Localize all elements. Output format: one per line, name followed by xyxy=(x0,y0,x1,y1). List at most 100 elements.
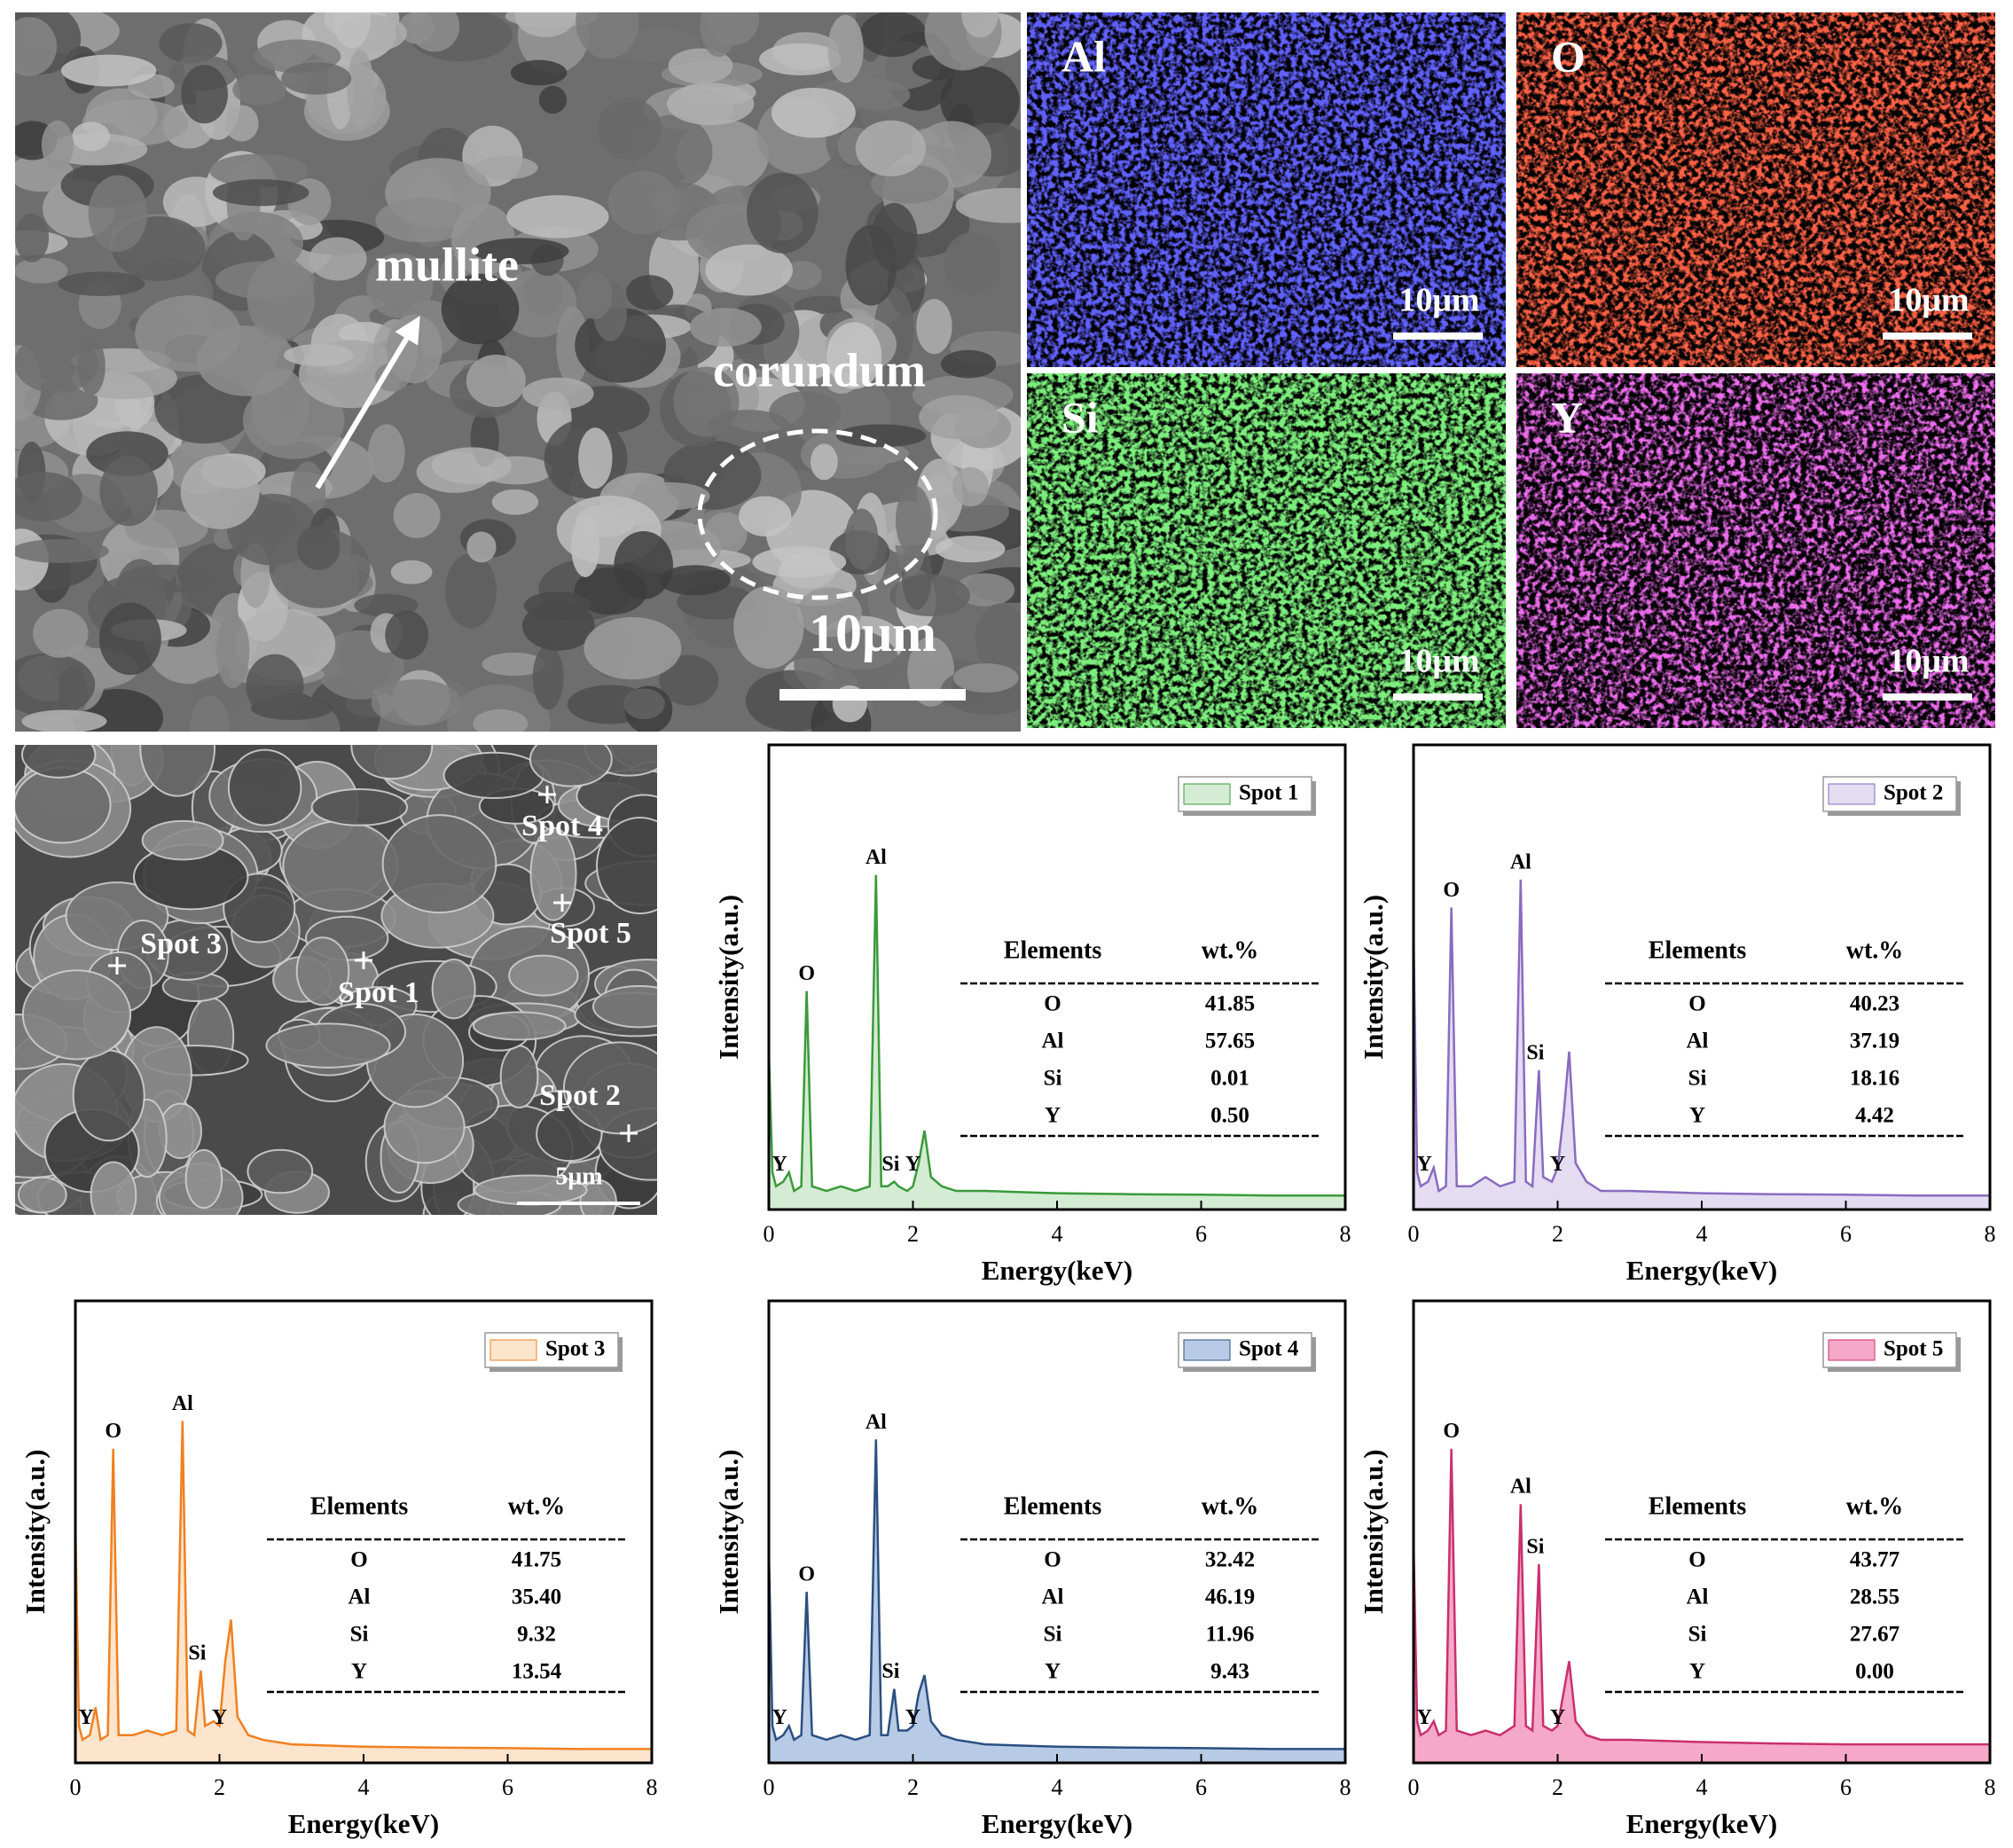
peak-label: Y xyxy=(905,1706,920,1729)
grain xyxy=(72,121,111,152)
y-axis-label: Intensity(a.u.) xyxy=(713,1449,744,1614)
grain xyxy=(159,23,223,64)
grain xyxy=(139,745,215,797)
peak-label: Y xyxy=(772,1706,787,1729)
map-signal xyxy=(1027,373,1506,728)
table-cell: Al xyxy=(1687,1586,1709,1609)
table-header: Elements xyxy=(1004,1492,1102,1520)
grain xyxy=(247,256,315,341)
grain xyxy=(508,954,579,997)
grain xyxy=(224,105,259,142)
map-signal xyxy=(1516,373,1995,728)
grain xyxy=(350,745,434,780)
spot-label: Spot 1 xyxy=(338,976,419,1009)
x-tick-label: 6 xyxy=(1195,1221,1207,1247)
table-header: wt.% xyxy=(1202,1492,1259,1520)
spot-label: Spot 2 xyxy=(539,1079,621,1112)
x-tick-label: 0 xyxy=(764,1221,775,1247)
grain xyxy=(333,12,371,49)
grain xyxy=(811,443,838,481)
grain xyxy=(707,410,791,445)
grain xyxy=(472,1011,567,1041)
grain xyxy=(955,573,1015,607)
x-tick-label: 8 xyxy=(1985,1774,1996,1800)
scale-bar xyxy=(1393,693,1483,701)
grain xyxy=(940,349,997,379)
grain xyxy=(499,1045,539,1108)
table-cell: Si xyxy=(1044,1623,1062,1647)
peak-label: O xyxy=(1443,1420,1460,1443)
peak-label: Al xyxy=(1510,1476,1531,1499)
grain xyxy=(227,748,302,826)
grain xyxy=(510,59,568,86)
x-tick-label: 8 xyxy=(1985,1221,1996,1247)
grain xyxy=(482,652,546,677)
scale-label: 10μm xyxy=(1888,643,1969,680)
table-header: wt.% xyxy=(1846,1492,1904,1520)
spot-label: Spot 4 xyxy=(521,810,603,842)
table-cell: Y xyxy=(1689,1104,1705,1128)
map-signal xyxy=(1027,12,1506,367)
grain xyxy=(752,546,847,578)
peak-label: Y xyxy=(772,1153,787,1176)
x-tick-label: 4 xyxy=(1696,1774,1708,1800)
grain xyxy=(246,654,304,718)
grain xyxy=(473,238,569,265)
x-axis-label: Energy(keV) xyxy=(1626,1808,1777,1839)
table-header: wt.% xyxy=(1202,936,1259,964)
grain xyxy=(443,751,544,800)
grain xyxy=(21,969,132,1061)
peak-label: Si xyxy=(881,1660,899,1683)
table-cell: 35.40 xyxy=(512,1586,561,1609)
label: mullite xyxy=(375,238,519,291)
grain xyxy=(215,614,250,689)
x-tick-label: 0 xyxy=(1408,1221,1420,1247)
grain xyxy=(21,709,107,732)
table-header: Elements xyxy=(1649,1492,1747,1520)
grain xyxy=(523,591,591,620)
peak-label: Si xyxy=(1526,1535,1544,1558)
grain xyxy=(295,936,350,1006)
table-cell: Y xyxy=(351,1660,367,1684)
table-cell: 37.19 xyxy=(1850,1030,1899,1053)
scale-label: 5μm xyxy=(555,1163,602,1190)
grain xyxy=(597,98,662,161)
grain xyxy=(491,489,539,515)
grain xyxy=(281,62,352,95)
grain xyxy=(15,333,98,394)
grain xyxy=(347,49,374,128)
grain xyxy=(98,602,161,676)
spot-marker xyxy=(108,957,126,975)
grain xyxy=(232,74,286,106)
table-cell: Y xyxy=(1689,1660,1705,1684)
grain xyxy=(935,536,1006,563)
table-cell: Si xyxy=(1688,1623,1707,1647)
grain xyxy=(162,176,230,227)
spectrum-line xyxy=(1412,879,1990,1197)
grain xyxy=(473,709,529,732)
peak-label: Al xyxy=(172,1392,193,1415)
grain xyxy=(826,322,882,389)
grain xyxy=(15,653,96,716)
grain xyxy=(943,231,1002,295)
grain xyxy=(919,395,999,440)
scale-bar xyxy=(1393,333,1483,340)
grain xyxy=(212,179,309,207)
grain xyxy=(466,531,497,563)
grain xyxy=(368,424,405,483)
grain xyxy=(532,645,564,710)
grain xyxy=(659,654,719,706)
grain xyxy=(181,65,228,124)
sem-texture xyxy=(15,12,1021,732)
grain xyxy=(584,616,682,680)
grain xyxy=(859,12,927,58)
x-tick-label: 8 xyxy=(1340,1221,1351,1247)
table-cell: 40.23 xyxy=(1850,992,1899,1016)
grain xyxy=(747,172,819,254)
grain xyxy=(354,593,419,617)
legend-swatch xyxy=(1183,783,1231,805)
legend-label: Spot 2 xyxy=(1884,781,1943,805)
grain xyxy=(855,120,927,176)
x-axis-label: Energy(keV) xyxy=(982,1255,1132,1286)
grain xyxy=(700,12,738,58)
